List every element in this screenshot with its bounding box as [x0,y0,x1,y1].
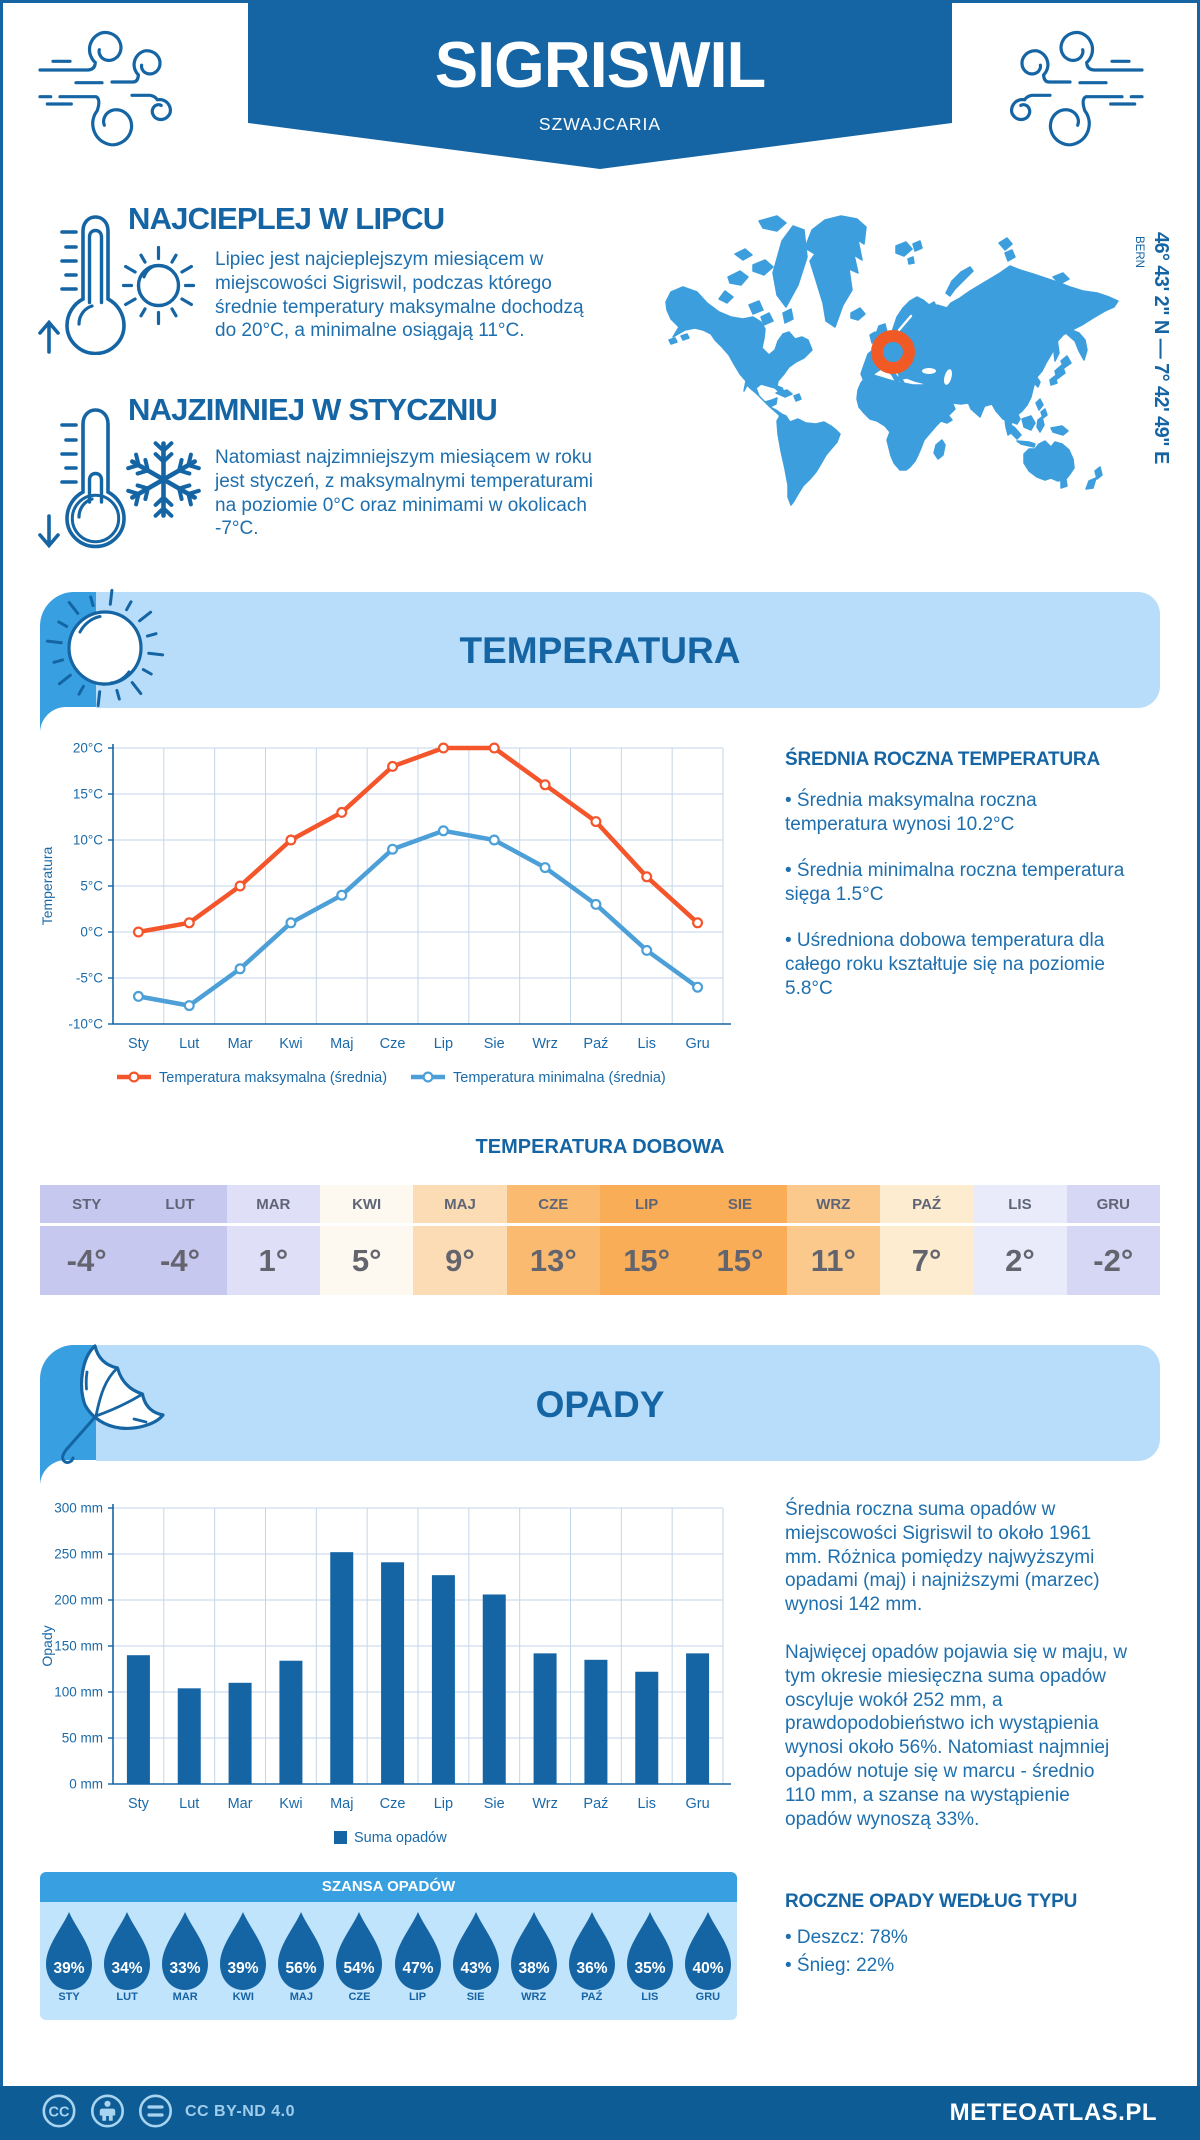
svg-text:20°C: 20°C [73,741,103,756]
svg-text:36%: 36% [576,1960,607,1977]
svg-text:100 mm: 100 mm [54,1685,103,1700]
svg-text:250 mm: 250 mm [54,1547,103,1562]
svg-text:150 mm: 150 mm [54,1639,103,1654]
svg-text:Mar: Mar [228,1796,253,1812]
svg-text:Lip: Lip [434,1036,453,1052]
svg-text:15°C: 15°C [73,787,103,802]
svg-text:Lis: Lis [637,1796,656,1812]
svg-text:Lut: Lut [179,1036,199,1052]
svg-text:47%: 47% [402,1960,433,1977]
svg-text:200 mm: 200 mm [54,1593,103,1608]
svg-text:Temperatura maksymalna (średni: Temperatura maksymalna (średnia) [159,1070,387,1086]
svg-text:Gru: Gru [685,1796,709,1812]
svg-text:Paź: Paź [583,1036,608,1052]
svg-text:39%: 39% [228,1960,259,1977]
svg-text:Maj: Maj [330,1036,353,1052]
svg-text:Kwi: Kwi [279,1036,302,1052]
svg-text:Sie: Sie [484,1796,505,1812]
svg-text:Suma opadów: Suma opadów [354,1830,447,1846]
svg-text:Cze: Cze [380,1796,406,1812]
svg-text:Sie: Sie [484,1036,505,1052]
svg-text:Paź: Paź [583,1796,608,1812]
svg-text:300 mm: 300 mm [54,1501,103,1516]
svg-text:50 mm: 50 mm [62,1731,103,1746]
svg-text:CC: CC [49,2105,70,2121]
svg-text:Maj: Maj [330,1796,353,1812]
svg-text:56%: 56% [286,1960,317,1977]
svg-text:Sty: Sty [128,1036,150,1052]
svg-text:10°C: 10°C [73,833,103,848]
svg-text:5°C: 5°C [80,879,103,894]
svg-text:Temperatura: Temperatura [40,846,55,925]
svg-text:Lip: Lip [434,1796,453,1812]
svg-text:Gru: Gru [685,1036,709,1052]
svg-text:Lut: Lut [179,1796,199,1812]
svg-text:Lis: Lis [637,1036,656,1052]
svg-text:39%: 39% [54,1960,85,1977]
svg-text:Wrz: Wrz [532,1796,558,1812]
svg-text:43%: 43% [460,1960,491,1977]
svg-text:Cze: Cze [380,1036,406,1052]
svg-text:-10°C: -10°C [68,1017,103,1032]
svg-text:-5°C: -5°C [76,971,103,986]
svg-text:0 mm: 0 mm [69,1777,103,1792]
svg-text:Opady: Opady [40,1625,55,1666]
svg-text:54%: 54% [344,1960,375,1977]
svg-text:38%: 38% [518,1960,549,1977]
svg-text:40%: 40% [692,1960,723,1977]
svg-text:Kwi: Kwi [279,1796,302,1812]
svg-text:Mar: Mar [228,1036,253,1052]
svg-text:33%: 33% [170,1960,201,1977]
svg-text:35%: 35% [634,1960,665,1977]
svg-text:Sty: Sty [128,1796,150,1812]
svg-text:0°C: 0°C [80,925,103,940]
svg-text:Temperatura minimalna (średnia: Temperatura minimalna (średnia) [453,1070,666,1086]
svg-text:34%: 34% [112,1960,143,1977]
svg-text:Wrz: Wrz [532,1036,558,1052]
